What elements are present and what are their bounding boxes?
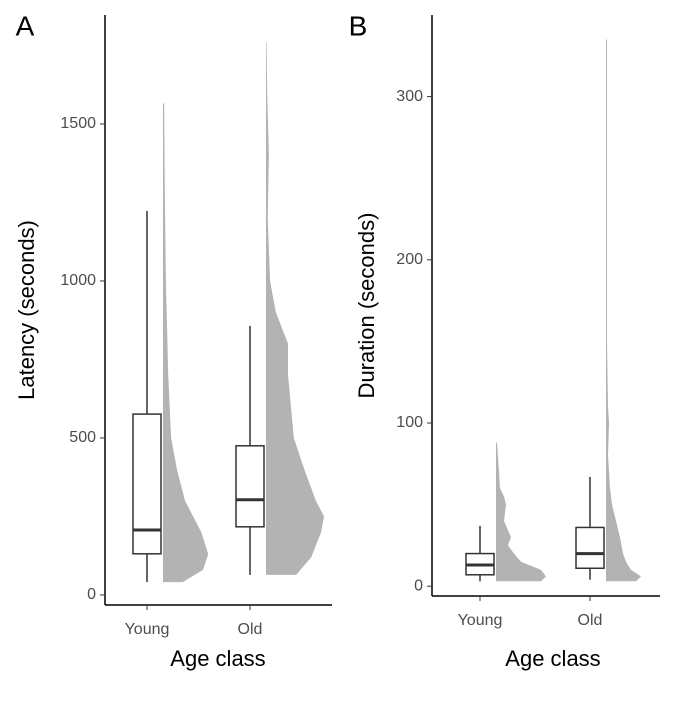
x-tick-label: Young (125, 621, 170, 638)
x-tick-label: Old (238, 621, 263, 638)
y-tick-label: 100 (396, 414, 423, 431)
x-tick-label: Old (578, 612, 603, 629)
y-axis-title: Duration (seconds) (354, 213, 379, 399)
y-tick-label: 1500 (60, 115, 96, 132)
x-tick-label: Young (458, 612, 503, 629)
box (132, 413, 162, 555)
y-tick-label: 0 (87, 586, 96, 603)
violin (266, 42, 324, 575)
violin (606, 39, 641, 582)
panel-label: A (16, 10, 35, 41)
y-tick-label: 500 (69, 429, 96, 446)
violin (496, 442, 546, 582)
y-tick-label: 200 (396, 251, 423, 268)
y-tick-label: 1000 (60, 272, 96, 289)
y-tick-label: 300 (396, 88, 423, 105)
x-axis-title: Age class (505, 646, 600, 671)
panel-label: B (349, 10, 368, 41)
y-axis-title: Latency (seconds) (14, 220, 39, 400)
violin (163, 103, 209, 583)
box (235, 445, 265, 528)
x-axis-title: Age class (170, 646, 265, 671)
box (575, 526, 605, 570)
y-tick-label: 0 (414, 577, 423, 594)
